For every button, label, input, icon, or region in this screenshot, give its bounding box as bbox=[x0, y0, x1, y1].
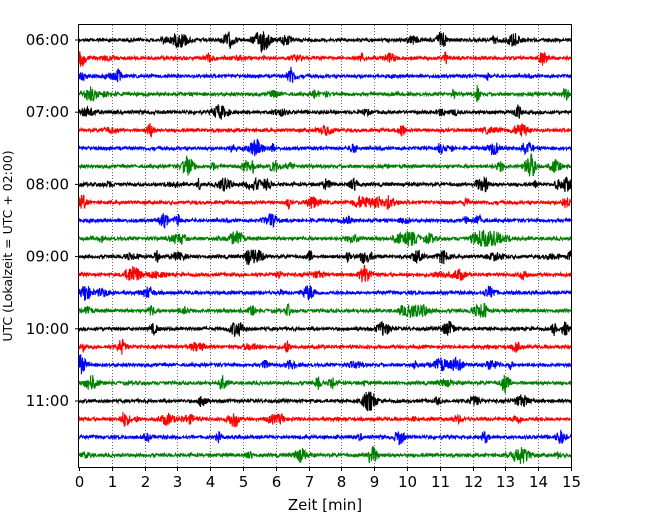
x-tick-label: 11 bbox=[431, 473, 450, 491]
seismic-trace bbox=[78, 84, 572, 102]
seismic-trace bbox=[78, 302, 572, 319]
x-tick-label: 3 bbox=[173, 473, 183, 491]
x-tick-label: 6 bbox=[272, 473, 282, 491]
x-tick-label: 9 bbox=[370, 473, 380, 491]
y-tick-label: 10:00 bbox=[26, 320, 69, 338]
seismic-trace bbox=[78, 445, 572, 464]
seismic-trace bbox=[78, 194, 572, 211]
seismic-trace bbox=[78, 153, 572, 177]
seismic-trace bbox=[78, 229, 572, 247]
seismic-trace bbox=[78, 374, 572, 394]
plot-frame bbox=[78, 24, 572, 468]
seismic-trace bbox=[78, 176, 572, 193]
y-tick-label: 07:00 bbox=[26, 103, 69, 121]
seismic-trace bbox=[78, 122, 572, 138]
x-tick-label: 4 bbox=[206, 473, 216, 491]
x-tick-label: 14 bbox=[529, 473, 548, 491]
x-tick-label: 13 bbox=[496, 473, 515, 491]
seismic-trace bbox=[78, 320, 572, 337]
seismic-trace bbox=[78, 31, 572, 54]
y-axis-ticks: 06:00 07:00 08:00 09:00 10:00 11:00 bbox=[26, 31, 79, 410]
seismic-trace bbox=[78, 338, 572, 355]
x-tick-label: 12 bbox=[464, 473, 483, 491]
seismic-trace bbox=[78, 66, 572, 83]
seismic-trace bbox=[78, 284, 572, 301]
y-tick-label: 08:00 bbox=[26, 175, 69, 193]
seismic-trace bbox=[78, 51, 572, 67]
seismic-trace bbox=[78, 264, 572, 283]
seismic-trace bbox=[78, 249, 572, 265]
seismic-trace bbox=[78, 354, 572, 375]
x-axis-label: Zeit [min] bbox=[288, 496, 362, 514]
x-tick-label: 0 bbox=[75, 473, 85, 491]
x-tick-label: 10 bbox=[398, 473, 417, 491]
y-tick-label: 09:00 bbox=[26, 248, 69, 266]
x-tick-label: 5 bbox=[239, 473, 249, 491]
seismic-trace bbox=[78, 391, 572, 412]
x-tick-label: 7 bbox=[305, 473, 315, 491]
x-tick-label: 2 bbox=[141, 473, 151, 491]
x-tick-label: 15 bbox=[562, 473, 581, 491]
seismic-traces bbox=[78, 31, 572, 464]
x-axis-ticks: 0 1 2 3 4 5 6 7 8 9 10 11 12 13 14 15 bbox=[75, 467, 581, 491]
seismic-trace bbox=[78, 412, 572, 428]
x-tick-label: 8 bbox=[337, 473, 347, 491]
seismic-trace bbox=[78, 429, 572, 446]
seismic-trace bbox=[78, 104, 572, 120]
y-axis-label: UTC (Lokalzeit = UTC + 02:00) bbox=[0, 150, 15, 341]
y-tick-label: 11:00 bbox=[26, 392, 69, 410]
y-tick-label: 06:00 bbox=[26, 31, 69, 49]
x-tick-label: 1 bbox=[108, 473, 118, 491]
seismic-trace bbox=[78, 138, 572, 157]
seismic-trace bbox=[78, 212, 572, 229]
